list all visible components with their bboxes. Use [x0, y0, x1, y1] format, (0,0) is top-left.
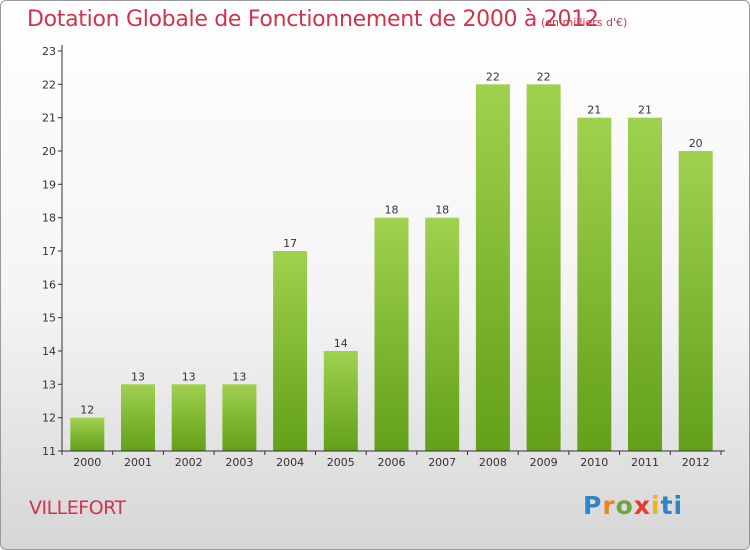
logo-letter: t — [660, 491, 674, 520]
bar-2010 — [577, 117, 612, 451]
x-tick-label-2006: 2006 — [378, 456, 406, 469]
y-tick-label-14: 14 — [42, 345, 56, 358]
bar-2008 — [475, 84, 510, 452]
bar-2001 — [121, 384, 155, 451]
y-tick-label-20: 20 — [42, 145, 56, 158]
value-label-2002: 13 — [182, 370, 196, 383]
y-tick-label-22: 22 — [42, 78, 56, 91]
x-tick-label-2005: 2005 — [327, 456, 355, 469]
y-tick-label-19: 19 — [42, 178, 56, 191]
x-tick-label-2008: 2008 — [479, 456, 507, 469]
bar-2011 — [628, 117, 662, 451]
y-tick-label-23: 23 — [42, 45, 56, 58]
chart-subtitle: (en milliers d'€) — [541, 16, 628, 29]
logo-letter: i — [651, 491, 661, 520]
y-tick-label-16: 16 — [42, 278, 56, 291]
value-label-2005: 14 — [334, 337, 348, 350]
value-label-2010: 21 — [587, 104, 601, 117]
bar-2005 — [323, 351, 358, 451]
value-label-2008: 22 — [486, 70, 500, 83]
y-tick-label-12: 12 — [42, 412, 56, 425]
x-tick-label-2002: 2002 — [175, 456, 203, 469]
value-label-2012: 20 — [689, 137, 703, 150]
y-tick-label-21: 21 — [42, 112, 56, 125]
x-tick-label-2012: 2012 — [682, 456, 710, 469]
logo-letter: o — [615, 491, 634, 520]
proxiti-logo[interactable]: Proxiti — [583, 491, 683, 520]
bar-2009 — [526, 84, 561, 452]
bars-layer — [70, 84, 713, 452]
logo-letter: x — [633, 491, 651, 520]
bar-2003 — [222, 384, 257, 451]
x-tick-label-2007: 2007 — [428, 456, 456, 469]
x-tick-label-2000: 2000 — [73, 456, 101, 469]
commune-name: VILLEFORT — [29, 497, 126, 519]
value-label-2011: 21 — [638, 104, 652, 117]
logo-letter: r — [602, 491, 616, 520]
bar-2007 — [425, 217, 460, 451]
bar-2000 — [70, 417, 105, 451]
value-label-2001: 13 — [131, 370, 145, 383]
bar-2002 — [171, 384, 206, 451]
x-tick-label-2001: 2001 — [124, 456, 152, 469]
x-tick-label-2009: 2009 — [530, 456, 558, 469]
y-tick-label-17: 17 — [42, 245, 56, 258]
y-tick-label-13: 13 — [42, 378, 56, 391]
bar-2004 — [273, 251, 308, 451]
logo-letter: i — [673, 491, 684, 520]
x-tick-label-2003: 2003 — [225, 456, 253, 469]
value-label-2000: 12 — [80, 404, 94, 417]
bar-2012 — [678, 151, 713, 451]
x-tick-label-2011: 2011 — [631, 456, 659, 469]
value-label-2004: 17 — [283, 237, 297, 250]
logo-letter: P — [583, 491, 603, 520]
value-label-2003: 13 — [232, 370, 246, 383]
x-tick-label-2010: 2010 — [580, 456, 608, 469]
labels-layer: 12 2000 13 2001 13 2002 13 2003 17 2004 14 2005 18 20… — [42, 45, 710, 469]
axes-layer — [58, 45, 725, 455]
value-label-2009: 22 — [537, 70, 551, 83]
chart-title: Dotation Globale de Fonctionnement de 20… — [27, 7, 599, 32]
y-tick-label-11: 11 — [42, 445, 56, 458]
y-tick-label-18: 18 — [42, 212, 56, 225]
x-tick-label-2004: 2004 — [276, 456, 304, 469]
value-label-2006: 18 — [385, 204, 399, 217]
bar-2006 — [374, 217, 409, 451]
y-tick-label-15: 15 — [42, 312, 56, 325]
value-label-2007: 18 — [435, 204, 449, 217]
